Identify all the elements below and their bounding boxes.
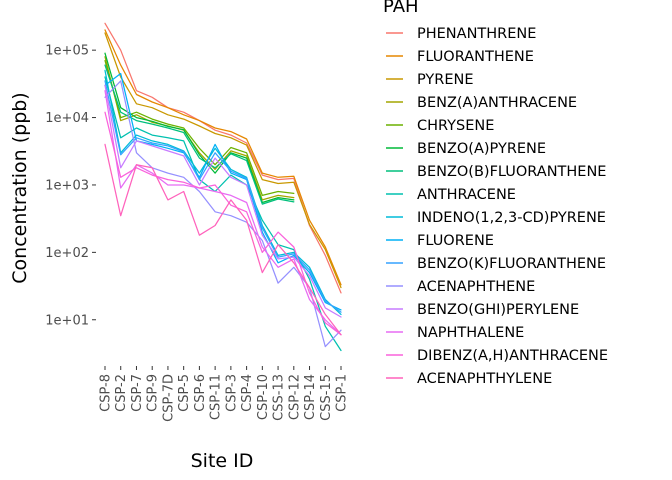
y-tick-label: 1e+05 (45, 44, 89, 59)
series-line-benzo-b-fluoranthene (104, 64, 295, 205)
x-tick-label: CSP-12 (287, 374, 302, 420)
x-tick-label: CSP-11 (209, 374, 224, 420)
legend-label: ACENAPHTHYLENE (417, 371, 552, 387)
legend-label: BENZO(GHI)PERYLENE (417, 302, 579, 318)
legend-label: FLUORANTHENE (417, 49, 534, 65)
x-tick-label: CSP-14 (303, 374, 318, 420)
x-tick-label: CSP-10 (256, 374, 271, 420)
series-line-acenaphthylene (104, 143, 342, 336)
x-tick-label: CSP-8 (99, 374, 114, 412)
legend-label: BENZO(A)PYRENE (417, 141, 546, 157)
series-line-benz-a-anthracene (104, 56, 295, 201)
x-tick-label: CSS-15 (319, 374, 334, 421)
y-tick-label: 1e+03 (45, 178, 89, 193)
plot-lines (104, 22, 342, 352)
y-tick-label: 1e+04 (45, 111, 89, 126)
x-axis-title: Site ID (191, 450, 254, 472)
legend: PHENANTHRENE FLUORANTHENE PYRENE BENZ(A)ANT… (386, 26, 608, 387)
x-tick-label: CSP-4 (240, 374, 255, 412)
legend-label: BENZO(B)FLUORANTHENE (417, 164, 606, 180)
legend-label: PYRENE (417, 72, 474, 88)
series-line-pyrene (104, 32, 342, 289)
series-line-dibenz-a-h-anthracene (104, 111, 342, 336)
series-line-benzo-ghi-perylene (104, 84, 342, 318)
legend-title: PAH (383, 0, 419, 17)
series-line-naphthalene (104, 90, 342, 336)
series-line-chrysene (104, 59, 295, 197)
series-line-fluorene (104, 72, 342, 311)
legend-label: DIBENZ(A,H)ANTHRACENE (417, 348, 608, 364)
series-line-fluoranthene (104, 29, 342, 286)
x-tick-label: CSP-5 (177, 374, 192, 412)
legend-label: ANTHRACENE (417, 187, 516, 203)
legend-label: BENZO(K)FLUORANTHENE (417, 256, 606, 272)
y-axis: 1e+01 1e+02 1e+03 1e+04 1e+05 (45, 44, 96, 328)
x-tick-label: CSP-3 (224, 374, 239, 412)
x-tick-label: CSP-7D (161, 374, 176, 422)
legend-label: FLUORENE (417, 233, 494, 249)
legend-label: INDENO(1,2,3-CD)PYRENE (417, 210, 606, 226)
y-tick-label: 1e+02 (45, 246, 89, 261)
legend-label: ACENAPHTHENE (417, 279, 535, 295)
series-line-benzo-k-fluoranthene (104, 80, 342, 313)
x-tick-label: CSP-1 (335, 374, 350, 412)
legend-label: CHRYSENE (417, 118, 494, 134)
series-line-indeno-1-2-3-cd-pyrene (104, 69, 342, 316)
x-tick-label: CSP-9 (146, 374, 161, 412)
x-tick-label: CSP-7 (130, 374, 145, 412)
x-tick-label: CSS-13 (272, 374, 287, 421)
y-tick-label: 1e+01 (45, 313, 89, 328)
legend-label: NAPHTHALENE (417, 325, 524, 341)
x-tick-label: CSP-6 (193, 374, 208, 412)
y-axis-title: Concentration (ppb) (9, 92, 31, 283)
legend-label: PHENANTHRENE (417, 26, 536, 42)
x-axis: CSP-8 CSP-2 CSP-7 CSP-9 CSP-7D CSP-5 CSP-6 CSP-… (99, 366, 350, 422)
legend-label: BENZ(A)ANTHRACENE (417, 95, 577, 111)
x-tick-label: CSP-2 (114, 374, 129, 412)
